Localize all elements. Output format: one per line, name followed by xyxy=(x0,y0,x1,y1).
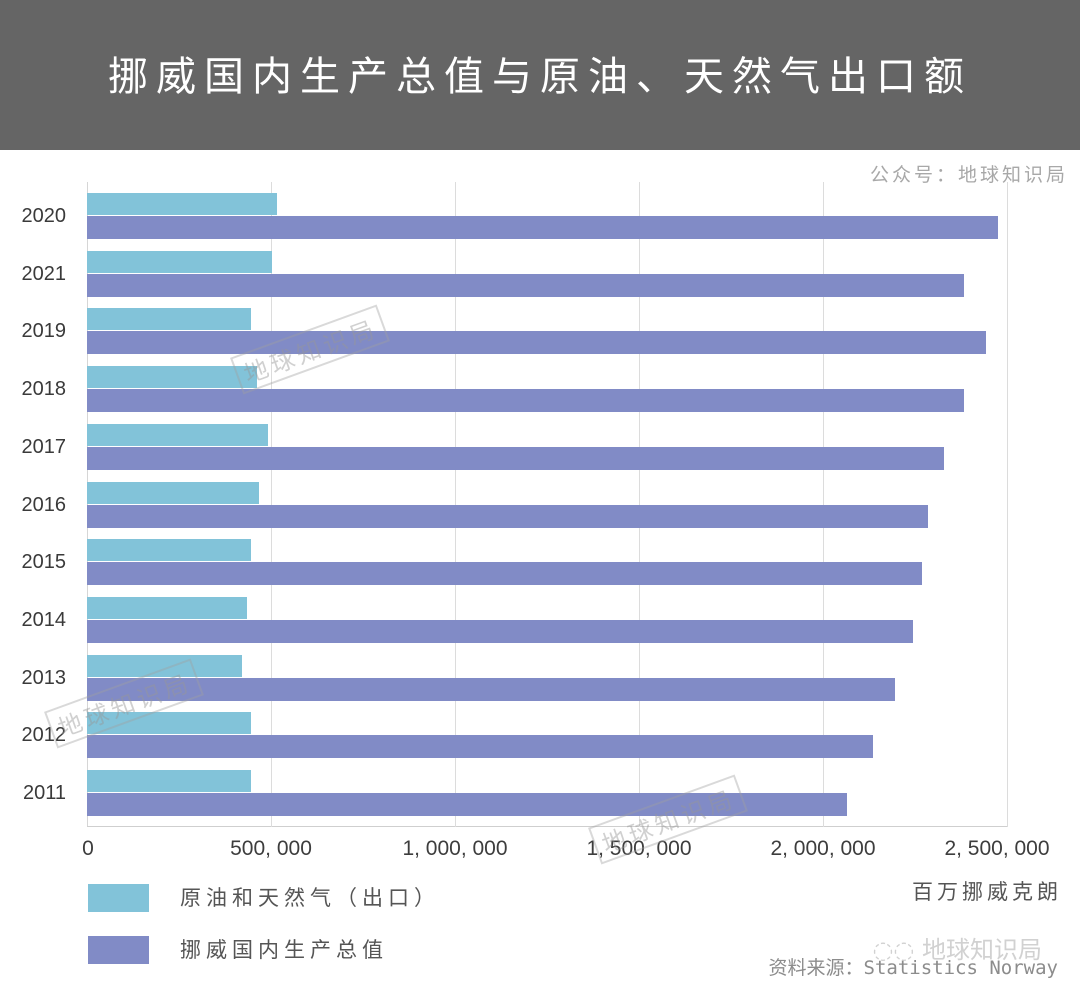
bar-exports-2011 xyxy=(87,770,252,792)
bar-gdp-2014 xyxy=(87,619,914,643)
bar-gdp-2016 xyxy=(87,504,928,528)
bar-group-2019 xyxy=(87,308,1007,355)
y-axis-label: 2015 xyxy=(21,551,67,574)
x-axis-unit-label: 百万挪威克朗 xyxy=(912,880,1062,904)
y-axis-label: 2017 xyxy=(21,435,67,458)
bar-gdp-2019 xyxy=(87,331,987,355)
bar-group-2016 xyxy=(87,481,1007,528)
bar-gdp-2020 xyxy=(87,216,999,239)
bar-gdp-2012 xyxy=(87,735,874,759)
y-axis-label: 2016 xyxy=(21,493,67,516)
bar-gdp-2018 xyxy=(87,389,964,413)
account-label: 公众号：地球知识局 xyxy=(869,164,1068,186)
y-axis-label: 2013 xyxy=(21,666,67,689)
y-axis-label: 2019 xyxy=(21,320,67,343)
bar-group-2013 xyxy=(87,654,1007,701)
bar-group-2020 xyxy=(87,193,1007,239)
legend-swatch-exports xyxy=(88,884,149,912)
legend-label-exports: 原油和天然气（出口） xyxy=(180,886,440,910)
y-axis-label: 2012 xyxy=(21,724,67,747)
bar-exports-2015 xyxy=(87,539,252,562)
bar-group-2012 xyxy=(87,712,1007,759)
x-axis-tick-label: 1, 000, 000 xyxy=(402,837,508,860)
bar-exports-2020 xyxy=(87,193,277,215)
wechat-icon: ◌◌ xyxy=(872,936,922,964)
bar-group-2011 xyxy=(87,770,1007,816)
chart-title: 挪威国内生产总值与原油、天然气出口额 xyxy=(108,54,972,100)
bar-gdp-2011 xyxy=(87,793,847,816)
y-axis-label: 2018 xyxy=(21,378,67,401)
plot-area xyxy=(87,182,1008,827)
title-banner: 挪威国内生产总值与原油、天然气出口额 xyxy=(0,0,1080,150)
wechat-watermark: ◌◌ 地球知识局 xyxy=(872,930,1042,965)
bar-group-2014 xyxy=(87,596,1007,643)
bar-exports-2012 xyxy=(87,712,252,735)
bar-gdp-2013 xyxy=(87,677,896,701)
bar-exports-2013 xyxy=(87,654,242,677)
bar-group-2017 xyxy=(87,423,1007,470)
bar-exports-2017 xyxy=(87,423,269,446)
source-note: 资料来源：Statistics Norway xyxy=(768,957,1058,979)
wechat-watermark-text: 地球知识局 xyxy=(922,936,1042,964)
y-axis-label: 2011 xyxy=(22,782,66,804)
legend-swatch-gdp xyxy=(88,936,149,964)
bar-group-2021 xyxy=(87,250,1007,297)
y-axis-label: 2014 xyxy=(21,608,67,631)
x-axis-tick-label: 1, 500, 000 xyxy=(586,837,692,860)
x-axis-tick-label: 500, 000 xyxy=(230,837,312,860)
x-axis-tick-label: 2, 000, 000 xyxy=(770,837,876,860)
x-axis-tick-label: 2, 500, 000 xyxy=(944,837,1050,860)
bar-exports-2014 xyxy=(87,596,248,619)
bar-group-2015 xyxy=(87,539,1007,586)
x-axis-tick-label: 0 xyxy=(82,837,94,860)
bar-gdp-2021 xyxy=(87,273,964,297)
bar-group-2018 xyxy=(87,366,1007,413)
bar-gdp-2017 xyxy=(87,446,945,470)
y-axis-label: 2020 xyxy=(21,205,67,227)
bar-exports-2018 xyxy=(87,366,258,389)
gridline xyxy=(1007,182,1008,827)
bar-gdp-2015 xyxy=(87,562,922,586)
x-axis-line xyxy=(87,826,1007,827)
bar-exports-2021 xyxy=(87,250,273,273)
bar-exports-2019 xyxy=(87,308,252,331)
y-axis-label: 2021 xyxy=(21,262,67,285)
legend-label-gdp: 挪威国内生产总值 xyxy=(180,938,388,962)
bar-exports-2016 xyxy=(87,481,259,504)
